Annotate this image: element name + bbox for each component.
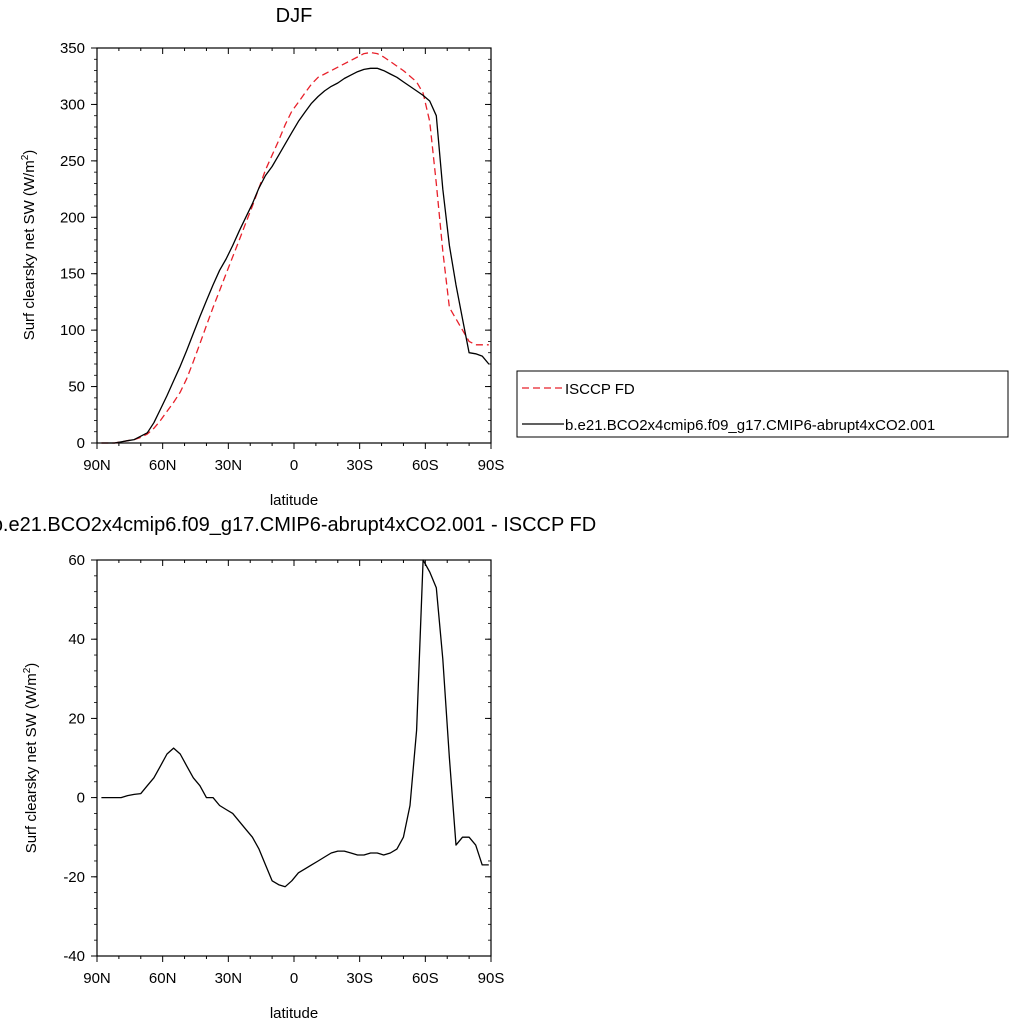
series-lines bbox=[101, 51, 490, 444]
x-tick-label: 30S bbox=[346, 970, 373, 987]
y-tick-label: 250 bbox=[60, 153, 85, 170]
y-axis-label-main: Surf clearsky net SW (W/m bbox=[21, 160, 38, 340]
x-tick-label: 0 bbox=[290, 457, 298, 474]
y-tick-label: 40 bbox=[68, 631, 85, 648]
plot-frame bbox=[96, 559, 492, 957]
top-chart-panel: DJF 90N 60N 30N 0 30S 60S 90S 0 50 100 150 200 250 30… bbox=[20, 5, 1009, 509]
chart-title: b.e21.BCO2x4cmip6.f09_g17.CMIP6-abrupt4x… bbox=[0, 514, 596, 536]
series-line-isccp bbox=[101, 51, 489, 444]
y-tick-label: 60 bbox=[68, 552, 85, 569]
legend-box bbox=[516, 370, 1009, 438]
chart-title: DJF bbox=[276, 5, 313, 27]
y-axis-label-close: ) bbox=[21, 150, 38, 155]
y-tick-label: 100 bbox=[60, 322, 85, 339]
x-tick-label: 30N bbox=[215, 457, 243, 474]
x-tick-label: 60N bbox=[149, 970, 177, 987]
x-tick-label: 60N bbox=[149, 457, 177, 474]
x-tick-label: 90S bbox=[478, 970, 505, 987]
x-tick-label: 30S bbox=[346, 457, 373, 474]
y-tick-label: 0 bbox=[77, 435, 85, 452]
x-tick-label: 30N bbox=[215, 970, 243, 987]
x-tick-label: 60S bbox=[412, 457, 439, 474]
x-tick-label: 0 bbox=[290, 970, 298, 987]
x-tick-label: 90N bbox=[83, 970, 111, 987]
y-axis-label-close: ) bbox=[23, 663, 40, 668]
y-tick-label: 50 bbox=[68, 379, 85, 396]
axis-ticks: 90N 60N 30N 0 30S 60S 90S 0 50 100 150 200 250 300 350 bbox=[60, 40, 504, 474]
legend-label-isccp: ISCCP FD bbox=[565, 381, 635, 398]
legend: ISCCP FD b.e21.BCO2x4cmip6.f09_g17.CMIP6… bbox=[516, 370, 1009, 438]
y-tick-label: 300 bbox=[60, 96, 85, 113]
axis-ticks: 90N 60N 30N 0 30S 60S 90S -40 -20 0 20 40 60 bbox=[63, 552, 504, 987]
y-axis-label-main: Surf clearsky net SW (W/m bbox=[23, 673, 40, 853]
y-tick-label: 350 bbox=[60, 40, 85, 57]
y-tick-label: 200 bbox=[60, 209, 85, 226]
legend-label-model: b.e21.BCO2x4cmip6.f09_g17.CMIP6-abrupt4x… bbox=[565, 417, 935, 434]
x-tick-label: 90N bbox=[83, 457, 111, 474]
y-tick-label: 150 bbox=[60, 266, 85, 283]
y-tick-label: -40 bbox=[63, 948, 85, 965]
series-line-model bbox=[101, 67, 490, 444]
bottom-chart-panel: b.e21.BCO2x4cmip6.f09_g17.CMIP6-abrupt4x… bbox=[0, 514, 596, 1022]
y-tick-label: 20 bbox=[68, 710, 85, 727]
y-axis-label-superscript: 2 bbox=[22, 667, 33, 673]
series-lines bbox=[101, 559, 489, 888]
x-tick-label: 60S bbox=[412, 970, 439, 987]
y-axis-label-superscript: 2 bbox=[20, 154, 31, 160]
y-tick-label: -20 bbox=[63, 869, 85, 886]
series-line-difference bbox=[101, 559, 489, 888]
x-tick-label: 90S bbox=[478, 457, 505, 474]
x-axis-label: latitude bbox=[270, 492, 318, 509]
y-axis-label: Surf clearsky net SW (W/m2) bbox=[22, 663, 40, 854]
x-axis-label: latitude bbox=[270, 1005, 318, 1022]
y-tick-label: 0 bbox=[77, 790, 85, 807]
y-axis-label: Surf clearsky net SW (W/m2) bbox=[20, 150, 38, 341]
